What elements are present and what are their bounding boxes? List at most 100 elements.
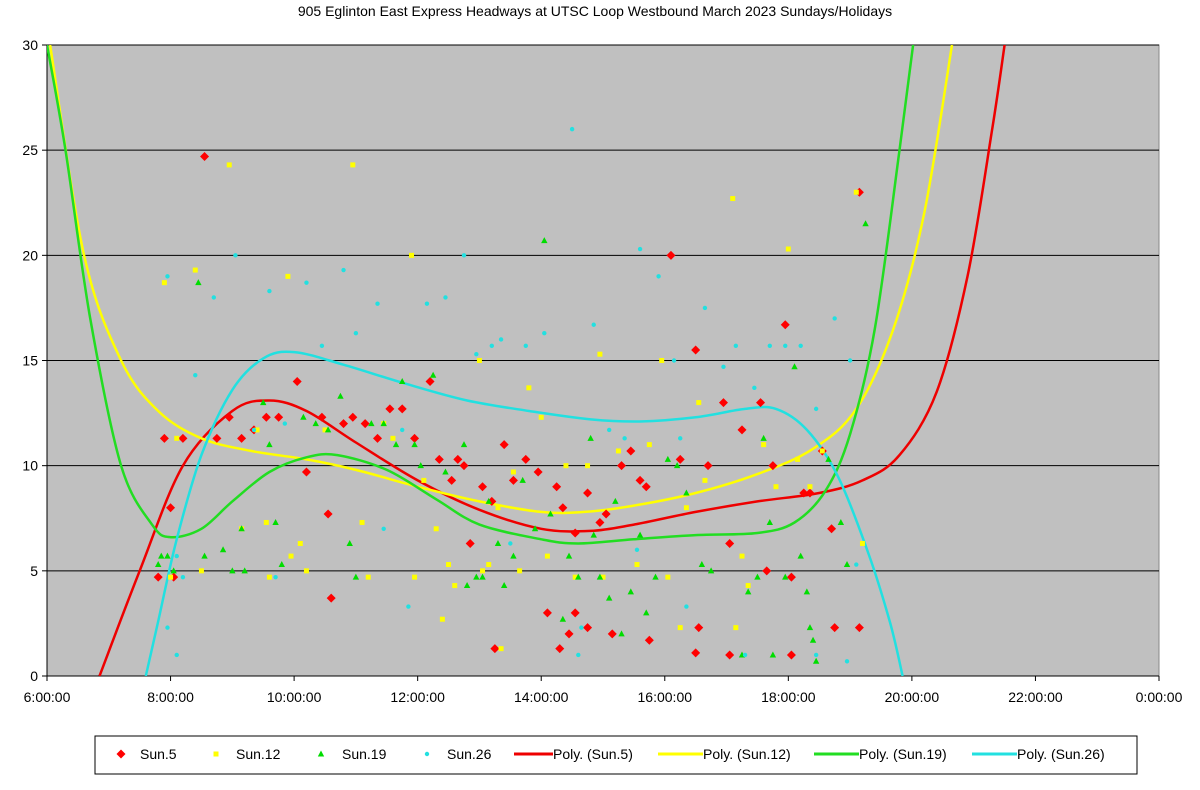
- data-point: [288, 553, 294, 559]
- data-point: [798, 343, 803, 348]
- data-point: [526, 385, 532, 391]
- data-point: [397, 404, 407, 414]
- data-point: [460, 441, 468, 448]
- data-point: [303, 568, 309, 574]
- chart-title: 905 Eglinton East Express Headways at UT…: [298, 3, 892, 19]
- x-tick-label: 20:00:00: [885, 689, 940, 705]
- data-point: [439, 616, 445, 622]
- data-point: [795, 456, 801, 462]
- data-point: [847, 358, 853, 363]
- data-point: [837, 518, 845, 525]
- data-point: [786, 572, 796, 582]
- data-point: [392, 441, 400, 448]
- data-point: [161, 280, 167, 286]
- legend-swatch: [116, 749, 126, 759]
- data-point: [233, 253, 238, 258]
- y-tick-label: 0: [30, 668, 38, 684]
- data-point: [261, 412, 271, 422]
- data-point: [452, 583, 458, 589]
- data-point: [827, 524, 837, 534]
- data-point: [531, 525, 539, 532]
- data-point: [508, 475, 518, 485]
- data-point: [461, 253, 467, 258]
- data-point: [859, 540, 865, 546]
- data-point: [301, 467, 311, 477]
- data-point: [754, 573, 761, 580]
- data-point: [373, 433, 383, 443]
- data-point: [495, 505, 501, 511]
- data-point: [725, 538, 735, 548]
- data-point: [312, 420, 319, 427]
- data-point: [337, 392, 344, 399]
- data-point: [641, 482, 651, 492]
- data-point: [559, 615, 567, 622]
- data-point: [212, 433, 222, 443]
- y-tick-label: 20: [22, 247, 38, 263]
- data-point: [756, 398, 766, 408]
- data-point: [805, 488, 815, 498]
- data-point: [193, 373, 198, 378]
- data-point: [825, 455, 832, 462]
- data-point: [498, 337, 504, 342]
- data-point: [165, 274, 170, 279]
- data-point: [411, 441, 418, 448]
- legend-label: Poly. (Sun.12): [703, 746, 791, 762]
- data-point: [241, 567, 248, 574]
- data-point: [622, 436, 627, 441]
- data-point: [806, 624, 814, 631]
- data-point: [166, 503, 176, 513]
- data-point: [678, 436, 683, 441]
- data-point: [803, 588, 811, 595]
- data-point: [517, 568, 523, 574]
- data-point: [324, 426, 332, 433]
- series-sun-19: [155, 220, 869, 664]
- data-point: [260, 399, 267, 406]
- data-point: [174, 652, 179, 658]
- data-point: [410, 433, 420, 443]
- data-point: [707, 567, 715, 574]
- data-point: [809, 636, 817, 643]
- data-point: [263, 519, 269, 525]
- data-point: [752, 385, 757, 391]
- data-point: [542, 608, 552, 618]
- legend-box: [94, 735, 1138, 775]
- data-point: [285, 273, 291, 279]
- data-point: [612, 497, 619, 504]
- data-point: [579, 625, 584, 630]
- data-point: [323, 509, 333, 519]
- data-point: [721, 364, 726, 370]
- data-point: [644, 635, 654, 645]
- legend-label: Sun.19: [342, 746, 387, 762]
- data-point: [694, 623, 704, 633]
- y-tick-label: 25: [22, 142, 38, 158]
- data-point: [768, 461, 778, 471]
- data-point: [226, 162, 232, 168]
- data-point: [463, 582, 471, 589]
- data-point: [691, 648, 701, 658]
- data-point: [224, 412, 234, 422]
- data-point: [251, 427, 257, 433]
- data-point: [346, 539, 353, 546]
- data-point: [510, 469, 516, 475]
- data-point: [219, 546, 227, 553]
- data-point: [322, 427, 328, 433]
- data-point: [399, 378, 406, 385]
- data-point: [159, 433, 169, 443]
- data-point: [591, 322, 596, 327]
- data-point: [278, 561, 285, 568]
- data-point: [767, 343, 772, 348]
- data-point: [508, 541, 513, 546]
- data-point: [486, 562, 492, 568]
- data-point: [570, 528, 580, 538]
- data-point: [844, 659, 850, 664]
- data-point: [605, 594, 613, 601]
- data-point: [459, 461, 469, 471]
- data-point: [201, 552, 208, 559]
- legend-label: Poly. (Sun.19): [859, 746, 947, 762]
- data-point: [636, 531, 644, 538]
- data-point: [238, 525, 245, 532]
- data-point: [200, 151, 210, 161]
- y-tick-label: 10: [22, 458, 38, 474]
- data-point: [434, 454, 444, 464]
- legend-label: Sun.12: [236, 746, 281, 762]
